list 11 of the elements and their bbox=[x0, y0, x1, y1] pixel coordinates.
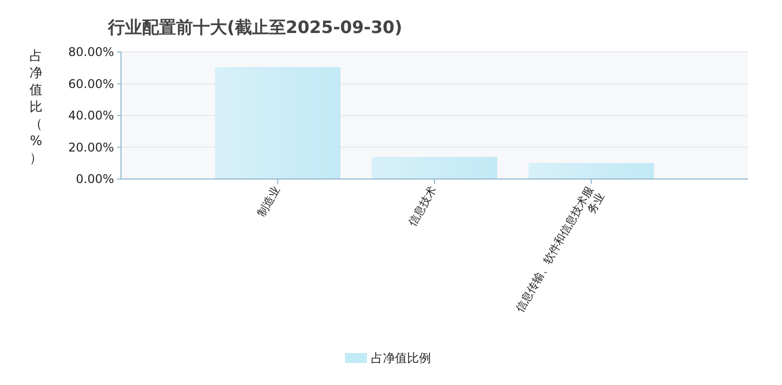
x-tick-label: 信息技术 bbox=[406, 184, 440, 229]
y-axis-title: 占净值比（%） bbox=[30, 49, 42, 166]
y-tick-label: 60.00% bbox=[68, 76, 114, 91]
legend-label: 占净值比例 bbox=[371, 351, 431, 365]
y-tick-label: 20.00% bbox=[68, 140, 114, 154]
y-tick-label: 80.00% bbox=[68, 45, 114, 59]
y-tick-label: 40.00% bbox=[68, 108, 114, 122]
x-tick-label: 制造业 bbox=[254, 184, 282, 220]
y-tick-label: 0.00% bbox=[76, 172, 114, 186]
x-tick-label: 信息传输、软件和信息技术服务业 bbox=[513, 184, 608, 314]
chart-title: 行业配置前十大(截止至2025-09-30) bbox=[107, 18, 402, 38]
